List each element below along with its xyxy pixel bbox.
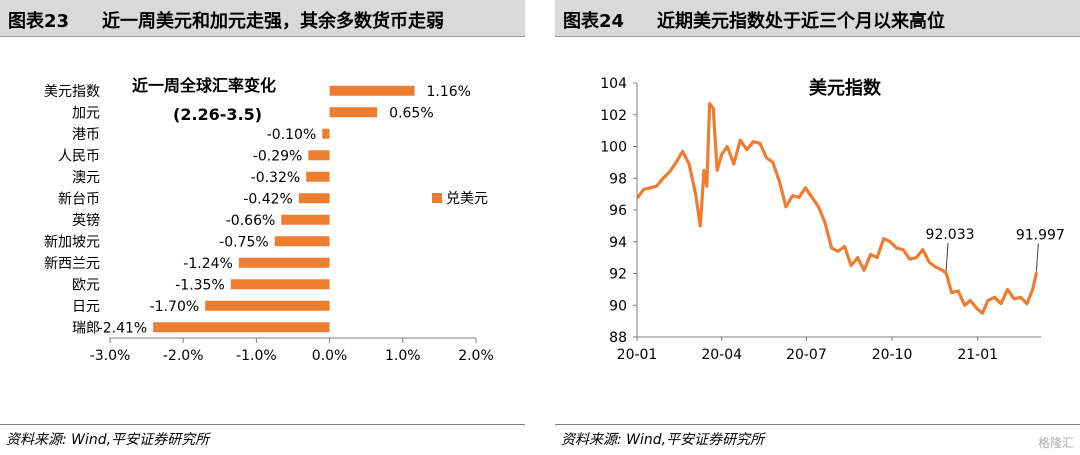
y-tick-label: 88: [609, 330, 627, 346]
bar: [205, 300, 330, 311]
right-figure-panel: 图表24 近期美元指数处于近三个月以来高位 88 90 92 94 96 98 100 102…: [555, 0, 1080, 455]
bar: [306, 171, 330, 182]
dxy-line-chart: 88 90 92 94 96 98 100 102 104 20-01 20-04 20-07 20-1…: [600, 76, 1065, 363]
chart-title: 近一周全球汇率变化: [132, 76, 276, 95]
bar: [308, 150, 330, 161]
category-label: 英镑: [72, 212, 100, 229]
data-label: -0.75%: [219, 234, 269, 250]
data-label: -1.35%: [175, 277, 225, 293]
category-label: 瑞郎: [72, 320, 100, 336]
y-tick-label: 96: [609, 203, 627, 219]
data-label: -2.41%: [98, 320, 148, 336]
bar: [274, 236, 330, 247]
x-tick-label: 20-07: [786, 347, 827, 363]
bar: [238, 257, 330, 268]
annotation-leader: [1035, 243, 1039, 272]
category-label: 新加坡元: [44, 234, 100, 250]
bar: [322, 128, 330, 139]
bar: [329, 107, 378, 118]
bar: [153, 322, 330, 333]
bar: [329, 85, 415, 96]
legend-label: 兑美元: [446, 191, 488, 207]
x-tick-label: -2.0%: [163, 348, 204, 364]
bar: [281, 214, 330, 225]
source-note: 资料来源: Wind,平安证券研究所: [561, 432, 765, 448]
y-tick-label: 102: [600, 108, 627, 124]
category-label: 欧元: [72, 277, 100, 293]
x-tick-label: -1.0%: [236, 348, 277, 364]
bar: [230, 279, 330, 290]
left-figure-panel: 图表23 近一周美元和加元走强，其余多数货币走弱 美元指数 1.16% 加元 0.65…: [0, 0, 525, 455]
category-label: 美元指数: [44, 84, 100, 100]
bar: [298, 193, 330, 204]
category-label: 港币: [72, 127, 100, 143]
x-tick-label: -3.0%: [90, 348, 131, 364]
figure-number: 图表24: [563, 11, 625, 32]
dxy-series-line: [636, 101, 1038, 315]
category-label: 澳元: [72, 170, 100, 186]
y-tick-label: 90: [609, 298, 627, 314]
figure-header: 图表23 近一周美元和加元走强，其余多数货币走弱: [0, 0, 525, 37]
data-label: -0.66%: [226, 213, 276, 229]
annotation-leader: [945, 242, 949, 272]
y-tick-label: 98: [609, 171, 627, 187]
data-label: 0.65%: [389, 105, 433, 121]
watermark-logo: 格隆汇: [1037, 436, 1074, 450]
category-label: 新台币: [58, 191, 100, 207]
category-label: 人民币: [58, 148, 100, 164]
figure-number: 图表23: [8, 11, 70, 32]
data-label: -0.42%: [243, 191, 293, 207]
data-label: -0.10%: [267, 127, 317, 143]
x-tick-label: 0.0%: [312, 348, 348, 364]
chart-subtitle: (2.26-3.5): [173, 105, 262, 124]
y-tick-label: 92: [609, 267, 627, 283]
annotation-label: 92.033: [926, 227, 975, 243]
x-tick-label: 2.0%: [458, 348, 494, 364]
data-label: -0.29%: [253, 148, 303, 164]
x-tick-label: 20-04: [701, 347, 742, 363]
chart-title: 美元指数: [809, 77, 882, 99]
figure-title: 近期美元指数处于近三个月以来高位: [657, 11, 945, 32]
category-label: 新西兰元: [44, 256, 100, 272]
data-label: -1.24%: [183, 256, 233, 272]
category-label: 加元: [72, 105, 100, 121]
figure-title: 近一周美元和加元走强，其余多数货币走弱: [102, 11, 444, 32]
y-tick-label: 104: [600, 76, 627, 92]
legend-swatch: [432, 193, 442, 203]
data-label: -1.70%: [150, 299, 200, 315]
x-tick-label: 20-01: [617, 347, 658, 363]
y-tick-label: 100: [600, 140, 627, 156]
annotation-label: 91.997: [1016, 228, 1065, 244]
x-tick-label: 21-01: [957, 347, 998, 363]
x-tick-label: 1.0%: [385, 348, 421, 364]
data-label: -0.32%: [251, 170, 301, 186]
footer-divider: [555, 424, 1080, 425]
data-label: 1.16%: [427, 84, 471, 100]
y-tick-label: 94: [609, 235, 627, 251]
source-note: 资料来源: Wind,平安证券研究所: [6, 432, 210, 448]
footer-divider: [0, 424, 525, 425]
fx-bar-chart: 美元指数 1.16% 加元 0.65% 港币 -0.10% 人民币 -0.29% 澳元 -0.32…: [44, 76, 494, 364]
category-label: 日元: [72, 299, 100, 315]
x-tick-label: 20-10: [872, 347, 913, 363]
figure-header: 图表24 近期美元指数处于近三个月以来高位: [555, 0, 1080, 37]
